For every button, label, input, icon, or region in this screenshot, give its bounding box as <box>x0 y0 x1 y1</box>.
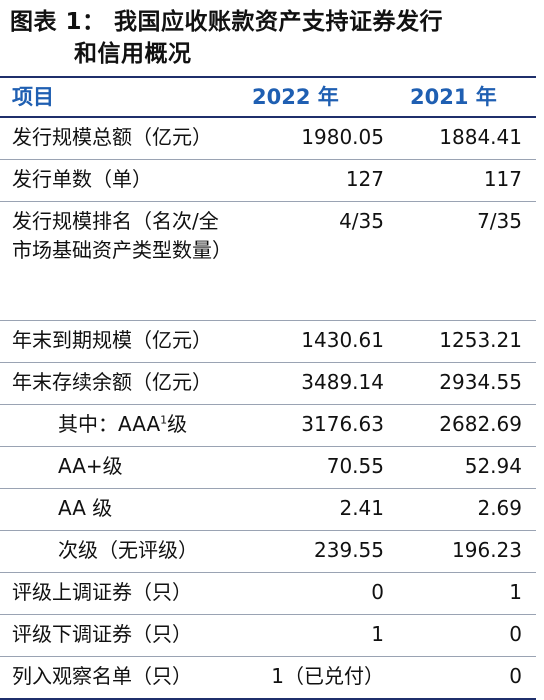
value-2021: 117 <box>483 167 522 191</box>
row-label: 年末到期规模（亿元） <box>12 328 212 352</box>
row-label: 年末存续余额（亿元） <box>12 370 212 394</box>
value-2021: 52.94 <box>464 454 522 478</box>
row-label: 其中：AAA1级 <box>58 410 283 439</box>
value-2022: 3176.63 <box>301 412 384 436</box>
table-row: 年末存续余额（亿元） 3489.14 2934.55 <box>0 363 536 405</box>
value-2022: 0 <box>371 580 384 604</box>
table-row: AA 级 2.41 2.69 <box>0 489 536 531</box>
row-label: 发行规模排名（名次/全市场基础资产类型数量） <box>12 209 232 262</box>
row-label: AA+级 <box>58 454 123 478</box>
value-2021: 2.69 <box>477 496 522 520</box>
table-top-rule <box>0 76 536 78</box>
table-row: 发行规模排名（名次/全市场基础资产类型数量） 4/35 7/35 <box>0 202 536 321</box>
value-2021: 0 <box>509 664 522 688</box>
footnote-marker: 1 <box>160 413 168 427</box>
figure-page: 图表 1： 我国应收账款资产支持证券发行 和信用概况 项目 2022 年 202… <box>0 6 536 700</box>
table-body: 发行规模总额（亿元） 1980.05 1884.41 发行单数（单） 127 1… <box>0 118 536 700</box>
table-header: 项目 2022 年 2021 年 <box>0 80 536 114</box>
row-label: 评级下调证券（只） <box>12 622 192 646</box>
title-line-1: 图表 1： 我国应收账款资产支持证券发行 <box>10 9 444 35</box>
value-2021: 1 <box>509 580 522 604</box>
row-label-main: 其中：AAA <box>58 412 161 436</box>
row-label: 次级（无评级） <box>58 538 198 562</box>
value-2021: 0 <box>509 622 522 646</box>
value-2022: 1 <box>371 622 384 646</box>
table-row: 其中：AAA1级 3176.63 2682.69 <box>0 405 536 447</box>
row-label: 列入观察名单（只） <box>12 664 192 688</box>
table-row: 列入观察名单（只） 1（已兑付） 0 <box>0 657 536 700</box>
header-year-2022: 2022 年 <box>252 85 339 109</box>
table-row: AA+级 70.55 52.94 <box>0 447 536 489</box>
value-2021: 1253.21 <box>439 328 522 352</box>
title-line-2: 和信用概况 <box>74 41 192 67</box>
table-row: 发行规模总额（亿元） 1980.05 1884.41 <box>0 118 536 160</box>
figure-title: 图表 1： 我国应收账款资产支持证券发行 和信用概况 <box>10 6 534 70</box>
table-row: 发行单数（单） 127 117 <box>0 160 536 202</box>
table-header-rule <box>0 116 536 118</box>
value-2022: 4/35 <box>339 209 384 233</box>
value-2022: 1（已兑付） <box>271 664 384 688</box>
table-row: 评级上调证券（只） 0 1 <box>0 573 536 615</box>
value-2021: 7/35 <box>477 209 522 233</box>
table-row: 次级（无评级） 239.55 196.23 <box>0 531 536 573</box>
value-2021: 2682.69 <box>439 412 522 436</box>
row-label: 发行规模总额（亿元） <box>12 125 212 149</box>
value-2022: 70.55 <box>326 454 384 478</box>
value-2022: 2.41 <box>339 496 384 520</box>
row-label: AA 级 <box>58 496 113 520</box>
table-row: 评级下调证券（只） 1 0 <box>0 615 536 657</box>
value-2022: 239.55 <box>314 538 384 562</box>
row-label: 评级上调证券（只） <box>12 580 192 604</box>
value-2021: 1884.41 <box>439 125 522 149</box>
table-row: 年末到期规模（亿元） 1430.61 1253.21 <box>0 321 536 363</box>
row-label: 发行单数（单） <box>12 167 152 191</box>
row-label-tail: 级 <box>167 412 188 436</box>
value-2022: 1430.61 <box>301 328 384 352</box>
value-2021: 2934.55 <box>439 370 522 394</box>
header-item: 项目 <box>12 85 54 109</box>
header-year-2021: 2021 年 <box>410 85 497 109</box>
value-2021: 196.23 <box>452 538 522 562</box>
value-2022: 3489.14 <box>301 370 384 394</box>
value-2022: 1980.05 <box>301 125 384 149</box>
value-2022: 127 <box>345 167 384 191</box>
